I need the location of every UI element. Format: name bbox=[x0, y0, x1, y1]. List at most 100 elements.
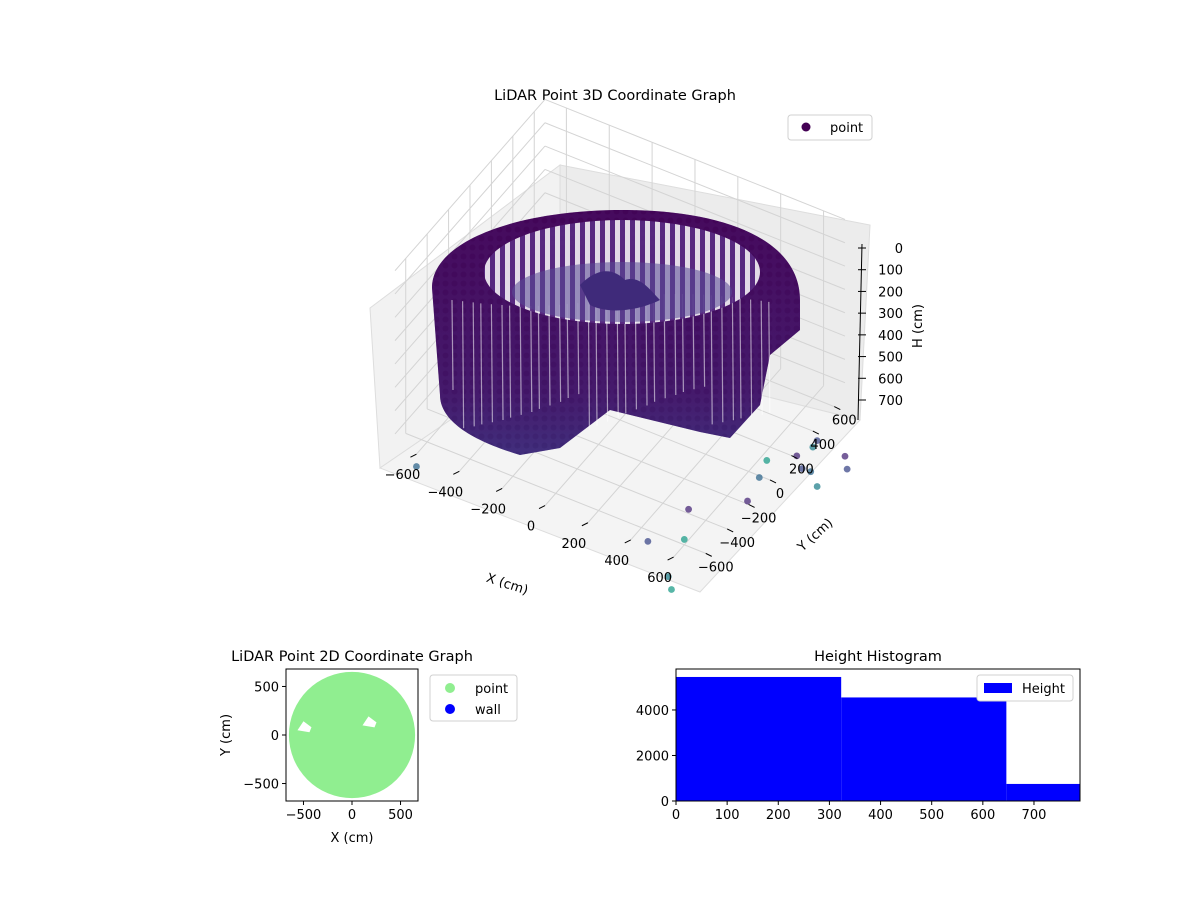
wall-streak bbox=[490, 304, 493, 423]
outlier-point bbox=[668, 586, 675, 593]
legend-2d: point wall bbox=[429, 674, 518, 722]
wall-streak bbox=[760, 300, 763, 415]
x-tick-3d bbox=[538, 505, 546, 510]
y-tick-3d bbox=[705, 552, 712, 557]
chart-3d: LiDAR Point 3D Coordinate Graph bbox=[369, 88, 926, 598]
outlier-point bbox=[807, 468, 815, 476]
y-tick-label-3d: −400 bbox=[719, 536, 755, 551]
outlier-point bbox=[813, 483, 821, 490]
legend-2d-marker-point bbox=[445, 683, 455, 693]
y-tick-label-3d: 200 bbox=[789, 463, 814, 478]
chart-2d-title: LiDAR Point 2D Coordinate Graph bbox=[231, 649, 473, 665]
z-tick-label-3d: 0 bbox=[895, 242, 903, 257]
wall-streak bbox=[731, 297, 735, 421]
histogram-title: Height Histogram bbox=[814, 649, 942, 665]
legend-3d-label: point bbox=[830, 121, 863, 136]
outlier-point bbox=[843, 465, 851, 473]
y-tick-3d bbox=[791, 455, 798, 459]
x-axis-label-2d: X (cm) bbox=[331, 831, 374, 846]
inner-clutter bbox=[580, 271, 660, 311]
y-tick-label-histogram: 0 bbox=[661, 795, 669, 810]
x-tick-3d bbox=[667, 556, 674, 561]
outlier-point bbox=[755, 474, 763, 481]
legend-3d: point bbox=[787, 114, 873, 141]
x-tick-label-histogram: 400 bbox=[868, 808, 893, 823]
plot-frame-histogram bbox=[675, 668, 1081, 802]
point-disc bbox=[288, 671, 416, 799]
histogram-bar bbox=[676, 676, 842, 801]
outlier-point bbox=[744, 497, 751, 505]
wall-streak bbox=[587, 302, 591, 431]
z-tick-label-3d: 400 bbox=[878, 329, 903, 344]
z-axis-line-3d bbox=[857, 243, 863, 421]
plot-area-2d bbox=[288, 671, 418, 799]
ticks-histogram: 0 100 200 300 400 500 600 700 0 2000 4000 bbox=[636, 704, 1046, 823]
x-tick-label-3d: −400 bbox=[427, 485, 463, 500]
x-tick-label-3d: 0 bbox=[527, 520, 535, 535]
x-tick-label-2d: 0 bbox=[348, 808, 356, 823]
wall-streak bbox=[548, 305, 551, 406]
y-tick-3d bbox=[726, 528, 734, 533]
grid-line-z-back bbox=[544, 122, 846, 244]
legend-3d-marker bbox=[801, 122, 811, 132]
disc-notches bbox=[297, 716, 377, 733]
outlier-point bbox=[798, 465, 806, 473]
chart-3d-title: LiDAR Point 3D Coordinate Graph bbox=[494, 88, 736, 104]
z-tick-label-3d: 500 bbox=[878, 351, 903, 366]
histogram-bar bbox=[841, 697, 1007, 801]
grid-line-z-side bbox=[394, 99, 546, 271]
grid-line-z-back bbox=[544, 98, 846, 220]
legend-2d-marker-wall bbox=[445, 704, 455, 714]
wall-streak bbox=[462, 301, 465, 429]
grid-line-z-side bbox=[394, 122, 546, 295]
x-tick-label-histogram: 600 bbox=[970, 808, 995, 823]
outlier-point bbox=[685, 505, 692, 513]
x-tick-3d bbox=[453, 470, 460, 475]
point-cloud-cylinder bbox=[432, 210, 800, 455]
x-tick-label-histogram: 200 bbox=[766, 808, 791, 823]
wall-streak bbox=[480, 303, 483, 425]
x-tick-label-histogram: 500 bbox=[919, 808, 944, 823]
legend-histogram-swatch bbox=[984, 683, 1012, 693]
chart-histogram: Height Histogram 0 100 200 300 400 500 600 7000… bbox=[636, 649, 1081, 823]
histogram-bar bbox=[1006, 783, 1080, 801]
x-tick-3d bbox=[624, 539, 631, 544]
disc-notch bbox=[297, 721, 312, 733]
wall-streak bbox=[501, 305, 504, 421]
x-tick-label-histogram: 0 bbox=[672, 808, 680, 823]
legend-2d-label-wall: wall bbox=[475, 703, 501, 718]
wall-streak bbox=[537, 305, 540, 409]
y-tick-3d bbox=[812, 430, 820, 435]
y-tick-3d bbox=[769, 479, 777, 484]
legend-2d-label-point: point bbox=[475, 682, 508, 697]
outlier-point bbox=[664, 573, 672, 581]
outlier-points bbox=[413, 437, 851, 593]
x-tick-3d bbox=[495, 488, 503, 492]
wall-streak bbox=[472, 302, 475, 427]
y-tick-label-2d: 500 bbox=[254, 680, 279, 695]
outlier-point bbox=[809, 443, 817, 451]
x-tick-label-3d: 400 bbox=[604, 554, 629, 569]
wall-streak bbox=[721, 296, 724, 423]
y-tick-label-2d: −500 bbox=[243, 778, 279, 793]
y-tick-label-histogram: 2000 bbox=[636, 749, 669, 764]
legend-histogram: Height bbox=[976, 674, 1074, 702]
grid-line-z-back bbox=[544, 145, 846, 267]
wall-streak bbox=[710, 295, 713, 425]
wall-streak bbox=[451, 299, 454, 391]
legend-histogram-label: Height bbox=[1022, 682, 1065, 697]
z-axis-label-3d: H (cm) bbox=[911, 304, 926, 348]
z-tick-label-3d: 600 bbox=[878, 372, 903, 387]
outlier-point bbox=[763, 457, 771, 464]
x-tick-3d bbox=[581, 522, 589, 527]
y-tick-label-histogram: 4000 bbox=[636, 704, 669, 719]
wall-streak bbox=[749, 299, 753, 417]
histogram-bars bbox=[676, 676, 1080, 801]
z-tick-label-3d: 300 bbox=[878, 307, 903, 322]
y-tick-label-2d: 0 bbox=[271, 729, 279, 744]
x-tick-label-histogram: 100 bbox=[715, 808, 740, 823]
y-axis-label-2d: Y (cm) bbox=[219, 714, 234, 757]
y-tick-label-3d: 0 bbox=[776, 487, 784, 502]
wall-streak bbox=[559, 304, 562, 402]
